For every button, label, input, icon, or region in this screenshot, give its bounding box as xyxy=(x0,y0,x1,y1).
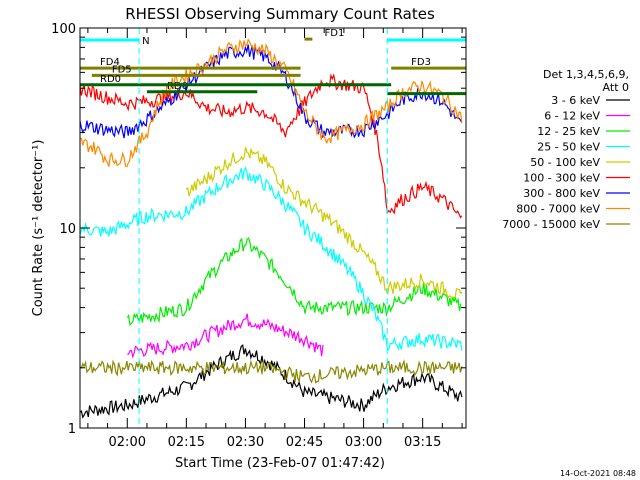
legend: Det 1,3,4,5,6,9,Att 03 - 6 keV 6 - 12 keV… xyxy=(502,68,630,231)
legend-header: Att 0 xyxy=(603,81,629,94)
x-tick-label: 02:00 xyxy=(109,435,146,450)
footer-timestamp: 14-Oct-2021 08:48 xyxy=(560,469,636,478)
level-label: FD4 xyxy=(100,57,120,68)
x-tick-label: 03:15 xyxy=(404,435,441,450)
series-line xyxy=(80,38,463,168)
series-line xyxy=(80,44,463,139)
series-line xyxy=(80,359,463,384)
series-line xyxy=(80,344,463,419)
y-axis-label-text: Count Rate (s⁻¹ detector⁻¹) xyxy=(31,140,46,317)
x-tick-label: 02:45 xyxy=(286,435,323,450)
legend-entry-label: 50 - 100 keV xyxy=(530,156,600,169)
legend-header: Det 1,3,4,5,6,9, xyxy=(543,68,629,81)
y-axis-label: Count Rate (s⁻¹ detector⁻¹) xyxy=(31,140,46,317)
x-tick-label: 02:15 xyxy=(168,435,205,450)
level-label: FD1 xyxy=(325,28,345,39)
legend-entry-label: 12 - 25 keV xyxy=(537,125,600,138)
legend-entry-label: 100 - 300 keV xyxy=(523,172,600,185)
flag-label: N xyxy=(142,36,149,47)
series-line xyxy=(185,147,463,299)
plot-area: NFD4FD5RD0RD0FD1FD3 xyxy=(80,28,466,428)
legend-entry-label: 7000 - 15000 keV xyxy=(502,218,600,231)
x-axis: 02:00 02:15 02:30 02:45 03:00 03:15 xyxy=(87,28,463,450)
level-label: FD3 xyxy=(411,57,431,68)
y-axis: 1 10 100 xyxy=(51,22,466,437)
level-label: FD5 xyxy=(112,64,132,75)
legend-entry-label: 300 - 800 keV xyxy=(523,187,600,200)
series-line xyxy=(80,166,463,351)
series-line xyxy=(80,73,463,219)
level-label: RD0 xyxy=(100,74,121,85)
x-axis-label: Start Time (23-Feb-07 01:47:42) xyxy=(175,456,385,471)
series-line xyxy=(126,237,462,327)
legend-entry-label: 6 - 12 keV xyxy=(544,110,600,123)
x-tick-label: 03:00 xyxy=(345,435,382,450)
chart-title: RHESSI Observing Summary Count Rates xyxy=(125,5,435,23)
plot-contents: NFD4FD5RD0RD0FD1FD3 xyxy=(80,28,466,428)
legend-entry-label: 800 - 7000 keV xyxy=(516,203,600,216)
series-line xyxy=(127,313,324,359)
x-tick-label: 02:30 xyxy=(227,435,264,450)
y-tick-label: 100 xyxy=(51,22,76,37)
legend-entry-label: 25 - 50 keV xyxy=(537,141,600,154)
legend-entry-label: 3 - 6 keV xyxy=(551,94,600,107)
y-tick-label: 10 xyxy=(59,222,76,237)
y-tick-label: 1 xyxy=(68,422,76,437)
